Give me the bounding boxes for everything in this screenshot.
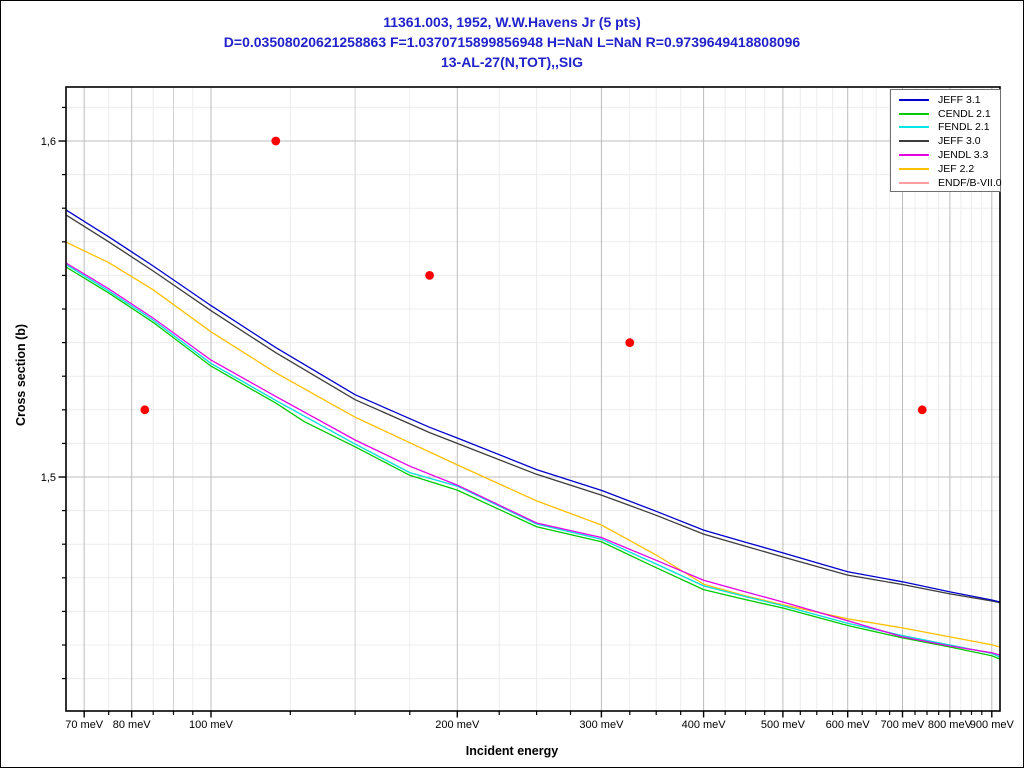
chart-title-block: 11361.003, 1952, W.W.Havens Jr (5 pts) D…: [0, 12, 1024, 72]
legend-color-line: [899, 98, 929, 101]
chart-title-line-2: D=0.03508020621258863 F=1.03707158998569…: [223, 34, 801, 50]
legend-item-label: FENDL 2.1: [938, 121, 990, 134]
svg-text:800 meV: 800 meV: [928, 719, 973, 731]
x-axis-title: Incident energy: [465, 744, 559, 758]
legend-item: CENDL 2.1: [891, 107, 1000, 121]
legend: JEFF 3.1 CENDL 2.1 FENDL 2.1 JEFF 3.0 JENDL …: [890, 89, 1002, 192]
legend-item: ENDF/B-VII.0: [891, 176, 1002, 190]
chart-title-line-3: 13-AL-27(N,TOT),,SIG: [440, 54, 584, 70]
chart-title-line-1: 11361.003, 1952, W.W.Havens Jr (5 pts): [383, 14, 641, 30]
legend-item: FENDL 2.1: [891, 121, 1000, 135]
legend-item-label: ENDF/B-VII.0: [938, 176, 1002, 189]
svg-text:70 meV: 70 meV: [65, 719, 104, 731]
legend-item: JENDL 3.3: [891, 148, 1000, 162]
svg-text:600 meV: 600 meV: [826, 719, 871, 731]
svg-text:200 meV: 200 meV: [435, 719, 480, 731]
svg-text:700 meV: 700 meV: [880, 719, 925, 731]
legend-item-label: JEFF 3.0: [938, 135, 981, 148]
legend-item-label: JENDL 3.3: [938, 149, 989, 162]
legend-item-label: JEFF 3.1: [938, 93, 981, 106]
legend-color-line: [899, 112, 929, 115]
legend-item: JEFF 3.1: [891, 93, 1000, 107]
legend-item-label: CENDL 2.1: [938, 107, 991, 120]
legend-item-label: JEF 2.2: [938, 162, 975, 175]
legend-color-line: [899, 154, 929, 157]
legend-item: JEFF 3.0: [891, 134, 1000, 148]
svg-text:400 meV: 400 meV: [682, 719, 727, 731]
svg-text:500 meV: 500 meV: [761, 719, 806, 731]
legend-item: JEF 2.2: [891, 162, 1000, 176]
svg-text:1,5: 1,5: [41, 472, 56, 484]
svg-text:900 meV: 900 meV: [970, 719, 1015, 731]
legend-color-line: [899, 181, 929, 184]
legend-color-line: [899, 140, 929, 143]
svg-text:100 meV: 100 meV: [189, 719, 234, 731]
svg-text:1,6: 1,6: [41, 136, 56, 148]
y-axis-title: Cross section (b): [14, 323, 28, 427]
legend-color-line: [899, 167, 929, 170]
legend-color-line: [899, 126, 929, 129]
svg-text:300 meV: 300 meV: [579, 719, 624, 731]
svg-text:80 meV: 80 meV: [113, 719, 152, 731]
